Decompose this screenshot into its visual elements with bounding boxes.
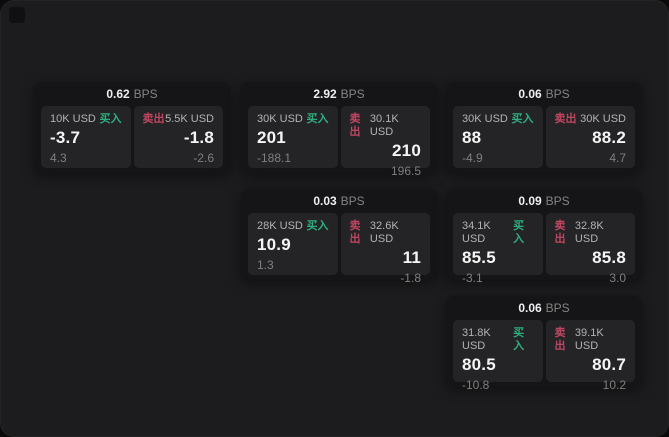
bps-unit-label: BPS	[545, 87, 570, 101]
bps-value: 0.06	[518, 87, 542, 101]
buy-amount: 30K USD	[462, 113, 508, 125]
sell-side-label: 卖出	[142, 113, 165, 125]
sell-side-label: 卖出	[554, 113, 577, 125]
buy-amount: 10K USD	[50, 113, 96, 125]
bps-unit-label: BPS	[340, 194, 365, 208]
sell-amount: 5.5K USD	[165, 113, 214, 125]
buy-price: 85.5	[462, 248, 496, 267]
sell-price: -1.8	[183, 128, 214, 147]
buy-panel[interactable]: 30K USD 买入 201 -188.1	[248, 106, 338, 168]
bps-value: 0.62	[106, 87, 130, 101]
sell-panel[interactable]: 卖出 32.6K USD 11 -1.8	[340, 213, 430, 285]
sell-amount: 30K USD	[580, 113, 626, 125]
buy-panel[interactable]: 28K USD 买入 10.9 1.3	[248, 213, 338, 275]
sell-side-label: 卖出	[554, 327, 566, 352]
bps-unit-label: BPS	[133, 87, 158, 101]
sell-amount: 30.1K USD	[369, 113, 399, 138]
buy-side-label: 买入	[511, 113, 534, 125]
card-bps-header: 0.03 BPS	[241, 189, 437, 213]
card-bps-header: 0.06 BPS	[446, 296, 642, 320]
sell-sub-value: -1.8	[400, 271, 421, 285]
sell-price: 210	[392, 141, 421, 160]
sell-amount: 32.6K USD	[369, 220, 399, 245]
buy-amount: 31.8K USD	[462, 327, 491, 352]
sell-sub-value: 3.0	[609, 271, 626, 285]
buy-price: 201	[257, 128, 286, 147]
spread-card: 2.92 BPS 30K USD 买入 201 -188.1 卖出 30.1K …	[241, 82, 437, 178]
buy-sub-value: -3.1	[462, 271, 483, 285]
buy-sub-value: -188.1	[257, 151, 292, 165]
sell-sub-value: 4.7	[609, 151, 626, 165]
sell-price: 80.7	[592, 355, 626, 374]
buy-amount: 28K USD	[257, 220, 303, 232]
sell-price: 85.8	[592, 248, 626, 267]
buy-panel[interactable]: 31.8K USD 买入 80.5 -10.8	[453, 320, 543, 392]
bps-unit-label: BPS	[545, 301, 570, 315]
spread-card: 0.06 BPS 30K USD 买入 88 -4.9 卖出 30K USD 8…	[446, 82, 642, 173]
sell-side-label: 卖出	[349, 220, 361, 245]
sell-price: 88.2	[592, 128, 626, 147]
card-bps-header: 2.92 BPS	[241, 82, 437, 106]
spread-card: 0.06 BPS 31.8K USD 买入 80.5 -10.8 卖出 39.1…	[446, 296, 642, 392]
corner-icon	[9, 7, 25, 23]
buy-side-label: 买入	[306, 220, 329, 232]
bps-value: 0.09	[518, 194, 542, 208]
buy-price: -3.7	[50, 128, 81, 147]
sell-panel[interactable]: 卖出 32.8K USD 85.8 3.0	[545, 213, 635, 285]
bps-value: 2.92	[313, 87, 337, 101]
card-bps-header: 0.06 BPS	[446, 82, 642, 106]
card-bps-header: 0.62 BPS	[34, 82, 230, 106]
buy-sub-value: 1.3	[257, 258, 274, 272]
sell-panel[interactable]: 卖出 30K USD 88.2 4.7	[545, 106, 635, 168]
sell-side-label: 卖出	[554, 220, 566, 245]
bps-unit-label: BPS	[340, 87, 365, 101]
card-bps-header: 0.09 BPS	[446, 189, 642, 213]
bps-value: 0.03	[313, 194, 337, 208]
buy-side-label: 买入	[513, 327, 525, 352]
buy-amount: 34.1K USD	[462, 220, 491, 245]
buy-panel[interactable]: 30K USD 买入 88 -4.9	[453, 106, 543, 168]
sell-sub-value: 10.2	[602, 378, 626, 392]
sell-amount: 32.8K USD	[574, 220, 604, 245]
sell-panel[interactable]: 卖出 39.1K USD 80.7 10.2	[545, 320, 635, 392]
buy-side-label: 买入	[99, 113, 122, 125]
spread-card: 0.03 BPS 28K USD 买入 10.9 1.3 卖出 32.6K US…	[241, 189, 437, 285]
buy-sub-value: -10.8	[462, 378, 490, 392]
buy-price: 80.5	[462, 355, 496, 374]
sell-sub-value: 196.5	[390, 164, 421, 178]
bps-unit-label: BPS	[545, 194, 570, 208]
buy-price: 88	[462, 128, 482, 147]
buy-side-label: 买入	[513, 220, 525, 245]
sell-panel[interactable]: 卖出 5.5K USD -1.8 -2.6	[133, 106, 223, 168]
buy-price: 10.9	[257, 235, 291, 254]
buy-panel[interactable]: 10K USD 买入 -3.7 4.3	[41, 106, 131, 168]
buy-panel[interactable]: 34.1K USD 买入 85.5 -3.1	[453, 213, 543, 285]
buy-sub-value: 4.3	[50, 151, 67, 165]
sell-sub-value: -2.6	[193, 151, 214, 165]
sell-amount: 39.1K USD	[574, 327, 604, 352]
sell-side-label: 卖出	[349, 113, 361, 138]
sell-panel[interactable]: 卖出 30.1K USD 210 196.5	[340, 106, 430, 178]
buy-side-label: 买入	[306, 113, 329, 125]
buy-sub-value: -4.9	[462, 151, 483, 165]
spread-card: 0.09 BPS 34.1K USD 买入 85.5 -3.1 卖出 32.8K…	[446, 189, 642, 285]
sell-price: 11	[402, 248, 421, 267]
buy-amount: 30K USD	[257, 113, 303, 125]
spread-card: 0.62 BPS 10K USD 买入 -3.7 4.3 卖出 5.5K USD…	[34, 82, 230, 173]
bps-value: 0.06	[518, 301, 542, 315]
